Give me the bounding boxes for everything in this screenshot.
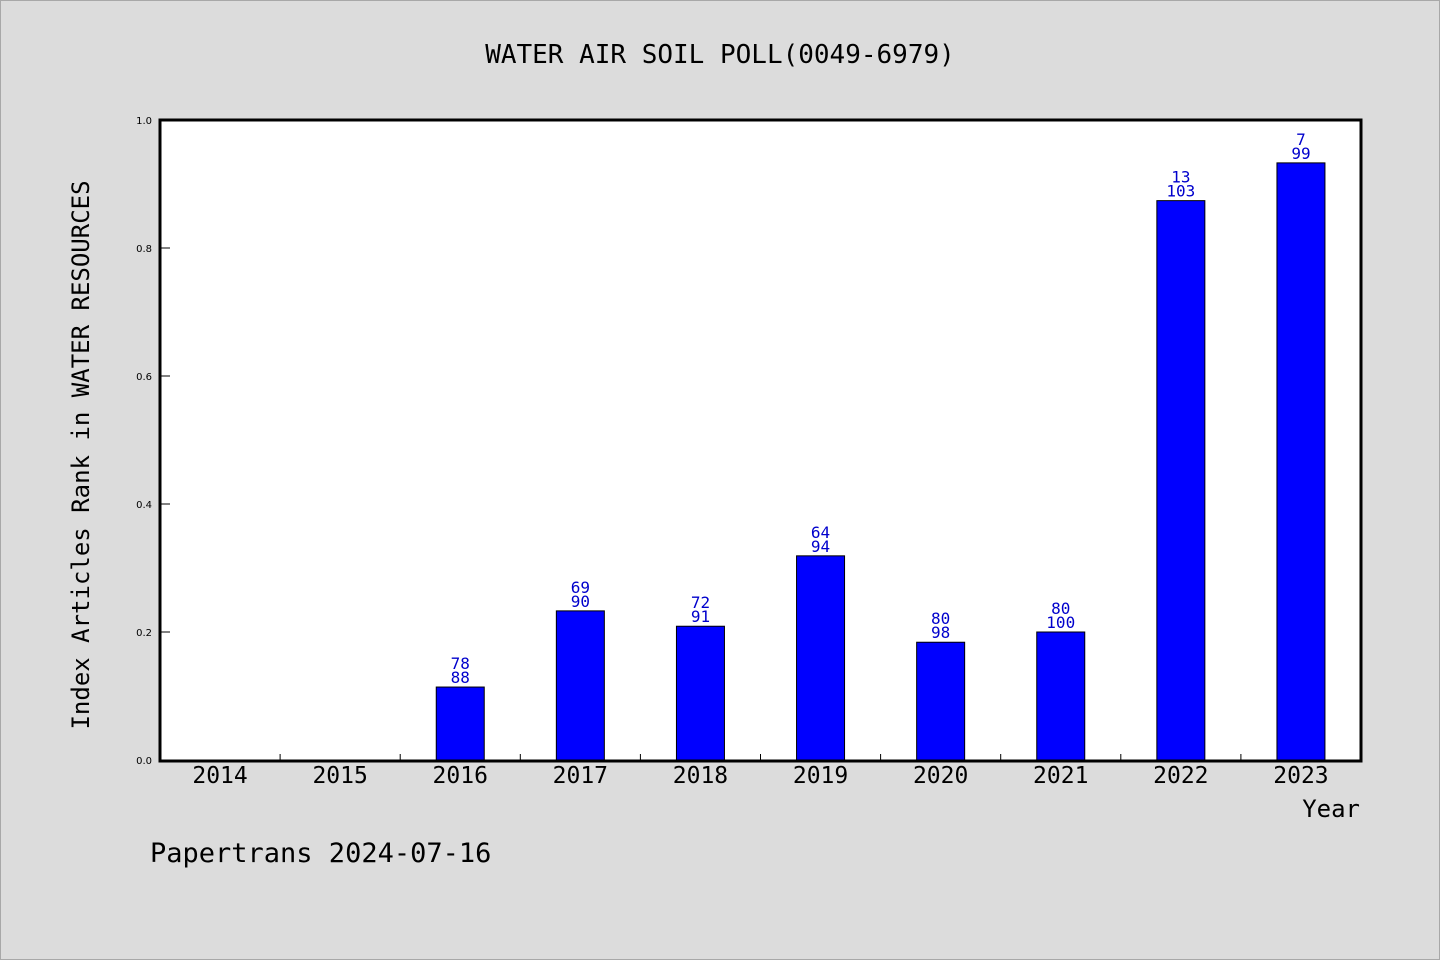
bar-total-label: 88 xyxy=(451,668,470,687)
bar-rank-label: 78 xyxy=(451,654,470,673)
bar-rank-label: 80 xyxy=(931,609,950,628)
bar-rank-label: 72 xyxy=(691,593,710,612)
chart-title: WATER AIR SOIL POLL(0049-6979) xyxy=(485,40,955,70)
bar-2017 xyxy=(555,610,605,761)
x-tick-label: 2023 xyxy=(1273,763,1328,789)
x-tick-label: 2016 xyxy=(433,763,488,789)
y-tick-label: 0.2 xyxy=(136,628,152,639)
plot-border xyxy=(158,118,1363,763)
y-axis-label: Index Articles Rank in WATER RESOURCES xyxy=(67,180,95,729)
bar-total-label: 99 xyxy=(1291,144,1310,163)
bars-group xyxy=(435,162,1326,761)
x-axis-label: Year xyxy=(1302,795,1360,823)
bar-total-label: 94 xyxy=(811,537,830,556)
bar-rank-label: 13 xyxy=(1171,168,1190,187)
bar-total-label: 90 xyxy=(571,592,590,611)
bar-total-label: 100 xyxy=(1046,613,1075,632)
x-tick-label: 2019 xyxy=(793,763,848,789)
bar-rank-label: 80 xyxy=(1051,599,1070,618)
x-tick-label: 2018 xyxy=(673,763,728,789)
bar-2019 xyxy=(796,555,846,761)
y-tick-label: 0.0 xyxy=(136,756,152,767)
y-tick-label: 0.8 xyxy=(136,244,152,255)
bar-2018 xyxy=(675,625,725,761)
bar-rank-label: 7 xyxy=(1296,130,1306,149)
bar-total-label: 91 xyxy=(691,607,710,626)
y-tick-label: 0.6 xyxy=(136,372,152,383)
x-tick-label: 2020 xyxy=(913,763,968,789)
x-axis-ticks: 2014 2015 2016 2017 2018 2019 2020 2021 2022 2023 xyxy=(192,754,1329,789)
x-tick-label: 2021 xyxy=(1033,763,1088,789)
bar-total-label: 98 xyxy=(931,623,950,642)
bar-2016 xyxy=(435,686,485,761)
x-tick-label: 2014 xyxy=(192,763,247,789)
bar-2023 xyxy=(1276,162,1326,761)
x-tick-label: 2017 xyxy=(553,763,608,789)
x-tick-label: 2022 xyxy=(1153,763,1208,789)
bar-2020 xyxy=(916,641,966,761)
bar-rank-label: 69 xyxy=(571,578,590,597)
bar-2021 xyxy=(1036,631,1086,761)
x-tick-label: 2015 xyxy=(312,763,367,789)
footer-text: Papertrans 2024-07-16 xyxy=(150,838,491,869)
bar-rank-label: 64 xyxy=(811,523,830,542)
y-tick-label: 0.4 xyxy=(136,500,152,511)
y-tick-label: 1.0 xyxy=(136,116,152,127)
bar-total-label: 103 xyxy=(1166,182,1195,201)
bar-2022 xyxy=(1156,200,1206,761)
